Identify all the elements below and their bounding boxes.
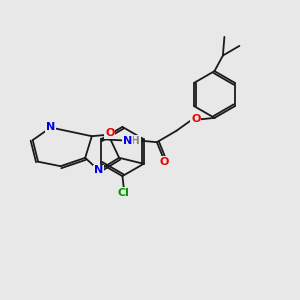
Text: N: N — [94, 165, 103, 176]
Text: N: N — [46, 122, 55, 133]
Text: H: H — [131, 136, 140, 146]
Text: N: N — [123, 136, 132, 146]
Text: O: O — [191, 114, 201, 124]
Text: O: O — [105, 128, 115, 138]
Text: O: O — [160, 157, 169, 167]
Text: Cl: Cl — [118, 188, 130, 198]
